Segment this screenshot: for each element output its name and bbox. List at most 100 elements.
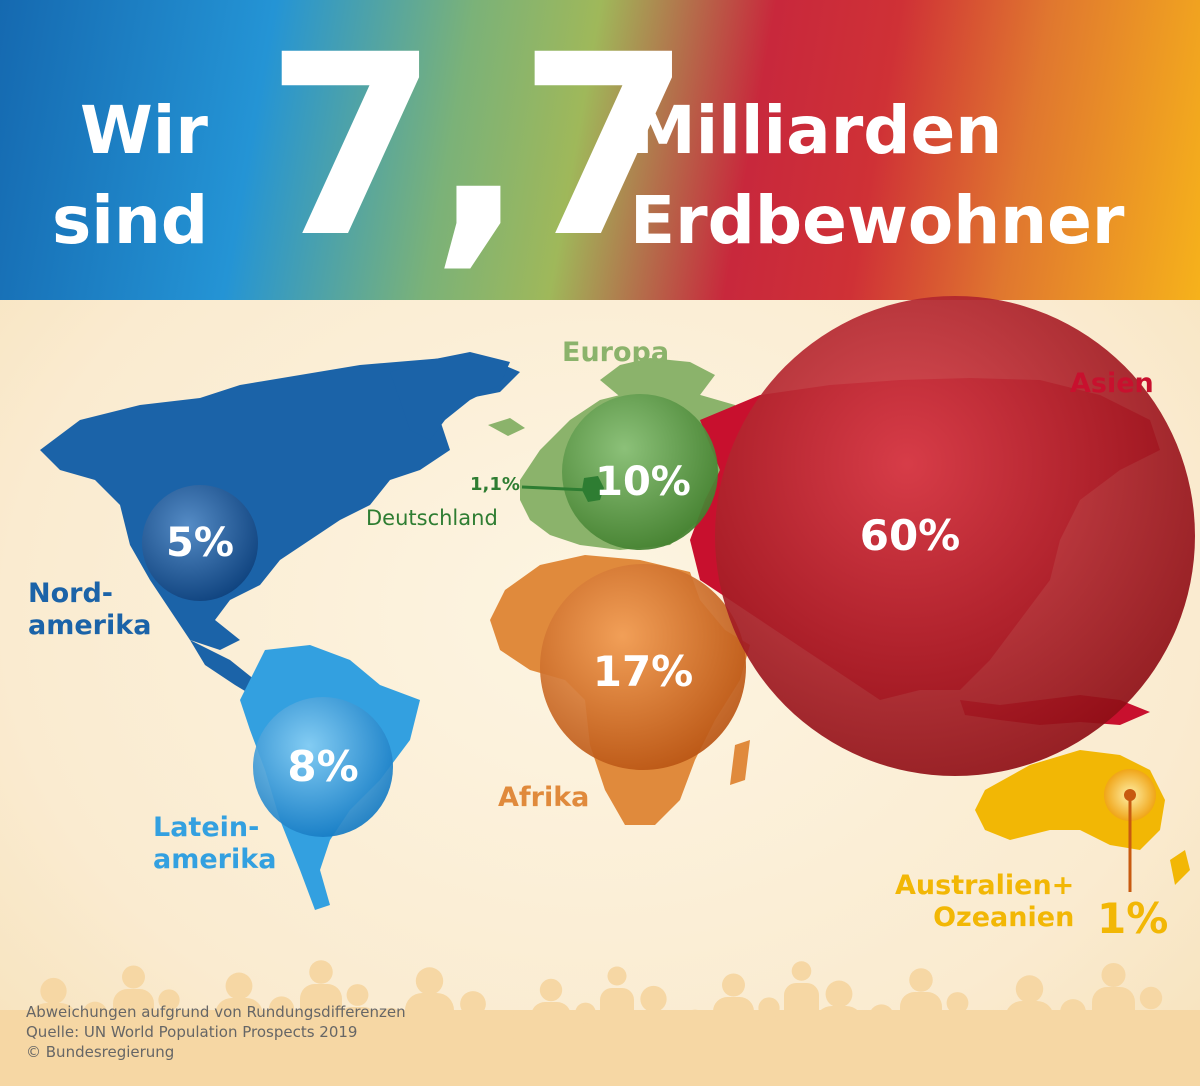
crowd-head: [682, 1009, 708, 1035]
bubble-nordamerika: [142, 485, 258, 601]
headline-big-number: 7,7: [265, 1, 692, 292]
footer-rounding-note: Abweichungen aufgrund von Rundungsdiffer…: [26, 1003, 406, 1021]
deutschland-pointer: [521, 485, 589, 492]
crowd-head: [1015, 975, 1044, 1003]
headline-sind: sind: [52, 182, 209, 259]
crowd-body: [1167, 1033, 1200, 1086]
crowd-head: [868, 1004, 895, 1030]
crowd-body: [600, 988, 634, 1086]
crowd-body: [973, 1038, 1009, 1086]
crowd-body: [215, 998, 263, 1086]
crowd-body: [750, 1020, 788, 1086]
ozeanien-label: Australien+ Ozeanien: [895, 870, 1074, 934]
crowd-head: [640, 985, 667, 1013]
crowd-head: [539, 978, 563, 1002]
bubble-asien: [715, 296, 1195, 776]
crowd-body: [73, 1026, 117, 1086]
europa-percent: 10%: [595, 459, 691, 505]
iceland-shape: [488, 418, 525, 436]
europa-label: Europa: [562, 337, 670, 368]
crowd-head: [40, 977, 67, 1005]
crowd-head: [415, 967, 444, 995]
asien-percent: 60%: [859, 511, 961, 560]
crowd-head: [791, 961, 812, 981]
bubble-europa: [562, 394, 718, 550]
nordamerika-percent: 5%: [166, 520, 234, 566]
nordamerika-label: Nord- amerika: [28, 578, 151, 642]
crowd-head: [575, 1002, 596, 1024]
crowd-head: [82, 1001, 108, 1027]
crowd-head: [980, 1015, 1002, 1037]
crowd-head: [607, 966, 627, 986]
asien-label: Asien: [1070, 368, 1154, 399]
crowd-body: [784, 983, 819, 1086]
ozeanien-label-line1: Australien+: [895, 870, 1075, 901]
crowd-head: [946, 992, 969, 1014]
crowd-body: [338, 1007, 377, 1086]
crowd-head: [460, 991, 486, 1017]
crowd-head: [1175, 1010, 1196, 1032]
crowd-head: [309, 960, 333, 984]
crowd-head: [122, 965, 145, 989]
headline-milliarden: Milliarden: [630, 92, 1003, 169]
crowd-head: [268, 996, 295, 1022]
crowd-head: [7, 1018, 27, 1038]
bubble-lateinamerika: [253, 697, 393, 837]
footer-notes: Abweichungen aufgrund von Rundungsdiffer…: [26, 1002, 406, 1062]
headline-wir: Wir: [80, 92, 208, 169]
crowd-body: [450, 1016, 496, 1086]
nordamerika-label-line1: Nord-: [28, 578, 113, 609]
crowd-head: [346, 984, 369, 1006]
crowd-head: [158, 989, 180, 1011]
crowd-body: [184, 1035, 219, 1086]
crowd-body: [259, 1021, 304, 1086]
crowd-body: [815, 1006, 863, 1086]
headline-erdbewohner: Erdbewohner: [630, 182, 1125, 259]
crowd-silhouettes: [0, 960, 1200, 1086]
crowd-body: [492, 1039, 535, 1086]
crowd-body: [300, 984, 342, 1086]
crowd-body: [373, 1030, 409, 1086]
crowd-head: [1060, 999, 1086, 1025]
crowd-head: [1101, 962, 1126, 988]
crowd-body: [405, 993, 454, 1086]
crowd-head: [225, 972, 253, 1000]
crowd-body: [713, 997, 754, 1086]
crowd-body: [30, 1003, 77, 1086]
new-zealand-shape: [1170, 850, 1190, 885]
crowd-head: [825, 980, 853, 1008]
lateinamerika-percent: 8%: [287, 742, 359, 791]
crowd-head: [1139, 986, 1163, 1010]
ozeanien-percent: 1%: [1097, 894, 1169, 943]
crowd-body: [1131, 1010, 1171, 1086]
lateinamerika-label: Latein- amerika: [153, 812, 276, 876]
footer-copyright: © Bundesregierung: [26, 1043, 175, 1061]
crowd-body: [567, 1025, 604, 1086]
crowd-body: [0, 1040, 34, 1086]
crowd-body: [900, 992, 942, 1086]
crowd-body: [673, 1034, 717, 1086]
crowd-head: [501, 1014, 526, 1040]
greenland-shape: [390, 352, 510, 440]
crowd-head: [380, 1007, 402, 1029]
crowd-body: [1050, 1024, 1096, 1086]
lateinamerika-label-line2: amerika: [153, 844, 277, 875]
crowd-head: [758, 997, 780, 1019]
crowd-body: [938, 1015, 977, 1086]
crowd-body: [531, 1002, 571, 1086]
crowd-body: [1092, 987, 1135, 1086]
nordamerika-label-line2: amerika: [28, 610, 152, 641]
crowd-head: [191, 1013, 212, 1033]
afrika-label: Afrika: [498, 782, 590, 813]
crowd-body: [150, 1012, 188, 1086]
lateinamerika-label-line1: Latein-: [153, 812, 260, 843]
deutschland-label: Deutschland: [366, 506, 498, 530]
madagascar-shape: [730, 740, 750, 785]
ozeanien-label-line2: Ozeanien: [933, 902, 1075, 933]
bubble-afrika: [540, 564, 746, 770]
crowd-head: [722, 973, 745, 997]
germany-shape: [582, 476, 604, 502]
afrika-percent: 17%: [592, 647, 694, 696]
